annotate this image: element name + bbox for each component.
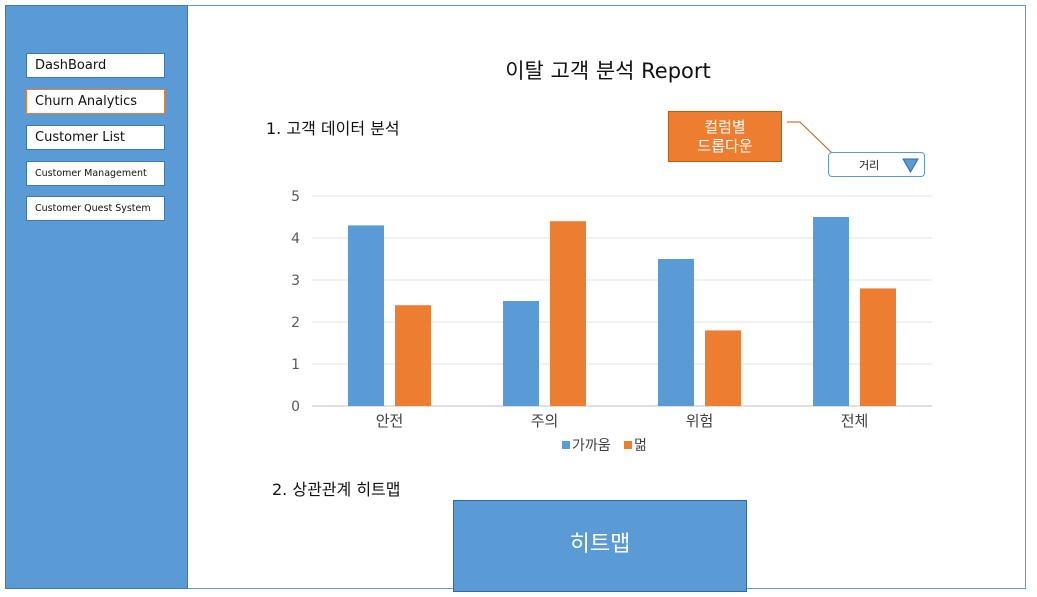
bar [348,225,384,406]
heatmap-placeholder: 히트맵 [453,500,747,592]
x-tick-label: 전체 [841,412,869,430]
bar [395,305,431,406]
bar [658,259,694,406]
legend-swatch [624,441,632,449]
y-tick-label: 3 [291,273,300,289]
y-tick-label: 0 [291,399,300,415]
legend-label: 가까움 [572,438,611,454]
y-tick-label: 1 [291,357,300,373]
bar [813,217,849,406]
legend-label: 멂 [634,438,647,454]
x-tick-label: 위험 [686,412,714,430]
y-tick-label: 5 [291,189,300,205]
legend-swatch [562,441,570,449]
y-tick-label: 2 [291,315,300,331]
x-tick-label: 안전 [376,412,404,430]
bar [503,301,539,406]
bar [550,221,586,406]
bar [860,288,896,406]
y-tick-label: 4 [291,231,300,247]
bar [705,330,741,406]
x-tick-label: 주의 [531,412,559,430]
